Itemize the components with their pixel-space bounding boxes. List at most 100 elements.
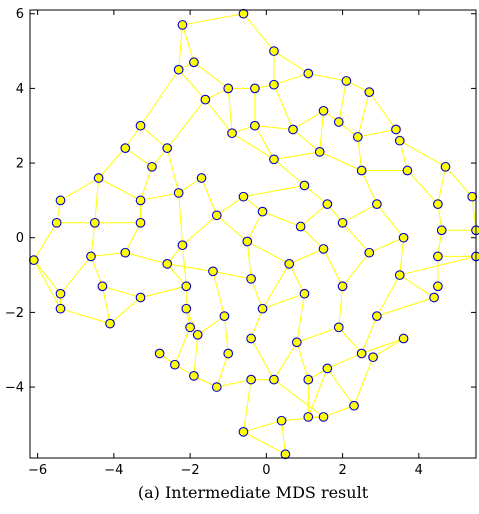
graph-node: [372, 199, 382, 209]
graph-edge: [342, 252, 370, 287]
graph-node: [318, 412, 329, 422]
graph-edge: [399, 255, 477, 276]
graph-node: [173, 64, 184, 75]
graph-node: [364, 87, 375, 97]
graph-node: [322, 363, 333, 374]
graph-node: [299, 180, 310, 191]
graph-edge: [296, 293, 305, 343]
graph-node: [177, 20, 188, 30]
graph-edge: [357, 92, 370, 138]
graph-node: [257, 206, 268, 217]
graph-edge: [376, 203, 404, 239]
graph-edge: [342, 203, 378, 224]
graph-node: [120, 247, 131, 258]
graph-edge: [140, 69, 180, 127]
graph-edge: [300, 203, 328, 227]
graph-node: [147, 161, 157, 172]
graph-node: [337, 217, 348, 228]
graph-edge: [193, 61, 229, 89]
graph-edge: [323, 405, 355, 418]
graph-node: [333, 322, 344, 333]
graph-node: [467, 191, 478, 202]
graph-edge: [178, 69, 206, 100]
graph-node: [288, 124, 298, 135]
graph-edge: [102, 285, 141, 298]
graph-node: [181, 303, 192, 314]
graph-edge: [98, 147, 126, 179]
graph-edge: [231, 132, 275, 160]
y-tick-label: −2: [5, 306, 24, 321]
graph-edge: [357, 128, 397, 138]
graph-edge: [289, 248, 324, 265]
graph-node: [28, 255, 39, 265]
graph-node: [318, 105, 329, 116]
graph-edge: [246, 211, 263, 242]
graph-edge: [227, 88, 233, 134]
graph-edge: [368, 91, 397, 130]
graph-node: [173, 188, 184, 198]
graph-node: [177, 240, 188, 251]
graph-edge: [273, 379, 324, 418]
graph-edge: [353, 357, 374, 406]
graph-edge: [319, 110, 325, 152]
graph-edge: [296, 326, 339, 343]
graph-node: [269, 154, 279, 165]
graph-edge: [223, 316, 229, 354]
graph-edge: [292, 110, 324, 130]
graph-edge: [140, 166, 153, 201]
graph-edge: [212, 270, 252, 280]
x-tick-label: 0: [262, 463, 270, 478]
graph-edge: [254, 125, 275, 160]
graph-node: [89, 217, 100, 228]
x-tick-label: 4: [415, 463, 423, 478]
graph-node: [196, 173, 207, 183]
graph-node: [51, 217, 62, 228]
graph-node: [105, 318, 115, 329]
graph-node: [192, 329, 203, 340]
graph-edge: [437, 166, 446, 205]
graph-edge: [273, 342, 298, 380]
graph-node: [86, 251, 96, 262]
graph-edge: [357, 136, 363, 171]
graph-edge: [178, 192, 183, 246]
graph-edge: [90, 252, 126, 257]
graph-edge: [376, 274, 401, 317]
x-tick-label: 2: [338, 463, 346, 478]
graph-edge: [124, 222, 141, 253]
graph-node: [433, 251, 443, 262]
graph-edge: [338, 327, 363, 354]
graph-edge: [250, 308, 263, 339]
graph-node: [269, 46, 279, 56]
graph-edge: [288, 263, 305, 294]
graph-edge: [90, 256, 103, 287]
graph-node: [440, 161, 451, 172]
graph-node: [246, 273, 256, 284]
graph-edge: [125, 147, 153, 168]
graph-node: [295, 221, 306, 232]
graph-node: [471, 251, 479, 262]
graph-edge: [254, 125, 294, 130]
graph-edge: [308, 72, 347, 82]
graph-edge: [216, 379, 252, 388]
graph-edge: [323, 248, 344, 287]
graph-edge: [212, 271, 225, 317]
graph-edge: [273, 151, 320, 160]
graph-edge: [204, 99, 233, 134]
graph-edge: [319, 151, 362, 171]
graph-node: [280, 449, 291, 460]
graph-edge: [273, 50, 309, 74]
graph-edge: [273, 72, 309, 86]
graph-edge: [342, 222, 370, 253]
graph-edge: [166, 148, 180, 194]
graph-node: [429, 292, 439, 303]
graph-edge: [281, 416, 324, 422]
graph-edge: [94, 177, 100, 223]
graph-node: [368, 352, 378, 363]
graph-edge: [174, 327, 191, 365]
figure-caption: (a) Intermediate MDS result: [138, 483, 369, 502]
graph-node: [55, 303, 66, 314]
x-tick-label: −4: [104, 463, 123, 478]
graph-node: [436, 225, 447, 236]
graph-edge: [197, 315, 225, 336]
graph-edge: [193, 334, 199, 376]
